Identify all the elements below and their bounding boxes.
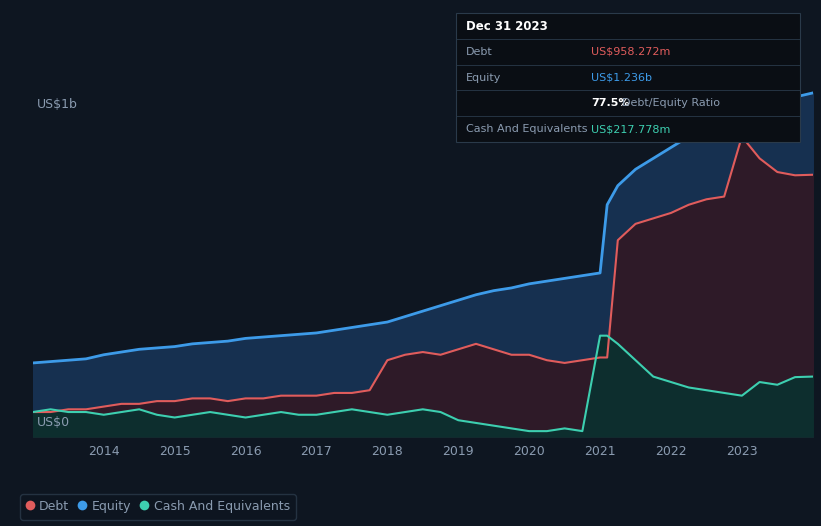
Text: Debt: Debt xyxy=(466,47,493,57)
Text: US$958.272m: US$958.272m xyxy=(591,47,671,57)
Text: US$217.778m: US$217.778m xyxy=(591,124,671,134)
Text: US$1.236b: US$1.236b xyxy=(591,73,652,83)
Text: 77.5%: 77.5% xyxy=(591,98,630,108)
Legend: Debt, Equity, Cash And Equivalents: Debt, Equity, Cash And Equivalents xyxy=(21,494,296,520)
Text: Dec 31 2023: Dec 31 2023 xyxy=(466,19,548,33)
Text: US$1b: US$1b xyxy=(37,98,78,111)
Text: Equity: Equity xyxy=(466,73,502,83)
Text: US$0: US$0 xyxy=(37,416,70,429)
Text: Debt/Equity Ratio: Debt/Equity Ratio xyxy=(622,98,720,108)
Text: Cash And Equivalents: Cash And Equivalents xyxy=(466,124,588,134)
